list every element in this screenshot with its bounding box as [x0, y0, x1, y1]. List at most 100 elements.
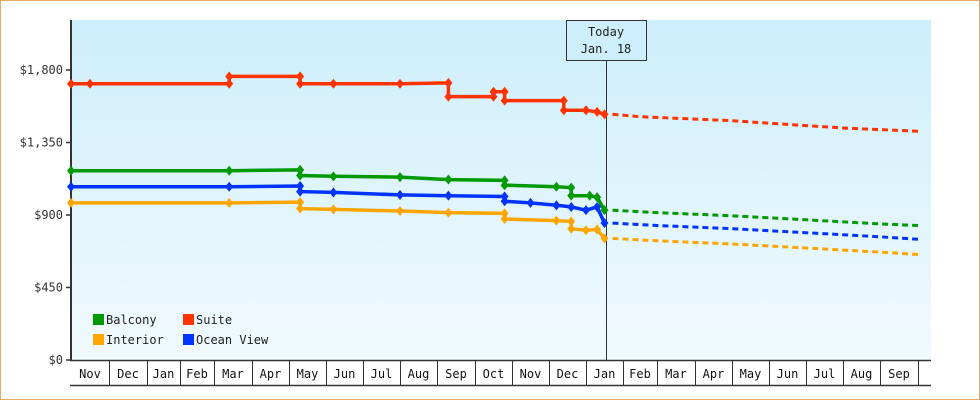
- x-tick-label: Feb: [629, 367, 651, 381]
- data-point[interactable]: [225, 165, 234, 176]
- x-tick-label: Dec: [557, 367, 579, 381]
- data-point[interactable]: [582, 225, 590, 236]
- data-point[interactable]: [225, 71, 234, 82]
- data-point[interactable]: [67, 78, 75, 89]
- projection-line: [612, 208, 919, 227]
- data-point[interactable]: [567, 216, 576, 227]
- data-point[interactable]: [600, 109, 609, 120]
- data-point[interactable]: [567, 182, 576, 193]
- data-point[interactable]: [296, 164, 305, 175]
- data-point[interactable]: [600, 233, 609, 244]
- legend-label: Balcony: [106, 313, 157, 327]
- data-point[interactable]: [296, 181, 305, 191]
- today-label: Today: [588, 25, 624, 39]
- data-point[interactable]: [225, 197, 234, 208]
- data-point[interactable]: [593, 192, 602, 203]
- x-tick-label: Mar: [665, 367, 687, 381]
- today-date: Jan. 18: [581, 42, 632, 56]
- data-point[interactable]: [329, 78, 338, 89]
- data-point[interactable]: [296, 197, 305, 208]
- x-tick-label: May: [297, 367, 319, 381]
- data-point[interactable]: [67, 181, 75, 192]
- y-tick-label: $900: [34, 208, 63, 222]
- data-point[interactable]: [396, 78, 404, 89]
- data-point[interactable]: [444, 207, 453, 218]
- data-point[interactable]: [329, 204, 338, 215]
- x-tick-label: Jan: [153, 367, 175, 381]
- y-tick-label: $0: [49, 353, 63, 367]
- data-point[interactable]: [600, 218, 609, 229]
- data-point[interactable]: [552, 200, 561, 211]
- data-point[interactable]: [593, 224, 602, 235]
- data-point[interactable]: [582, 105, 590, 116]
- data-point[interactable]: [396, 205, 404, 216]
- data-point[interactable]: [444, 77, 453, 88]
- data-point[interactable]: [500, 95, 509, 106]
- data-point[interactable]: [559, 105, 568, 116]
- x-tick-label: Nov: [79, 367, 101, 381]
- data-point[interactable]: [444, 174, 453, 185]
- data-point[interactable]: [86, 78, 94, 89]
- series-ocean-view: [67, 181, 919, 241]
- data-point[interactable]: [500, 214, 509, 225]
- y-tick-label: $1,350: [20, 136, 63, 150]
- projection-line: [612, 236, 919, 256]
- legend-swatch: [183, 334, 194, 345]
- x-tick-label: Jun: [777, 367, 799, 381]
- data-point[interactable]: [552, 215, 561, 226]
- plot-area: [71, 20, 931, 360]
- legend-label: Suite: [196, 313, 232, 327]
- legend-item-interior[interactable]: Interior: [93, 333, 164, 347]
- x-tick-label: Dec: [117, 367, 139, 381]
- data-point[interactable]: [593, 106, 602, 117]
- data-point[interactable]: [296, 170, 305, 181]
- data-point[interactable]: [567, 201, 576, 212]
- data-point[interactable]: [444, 190, 453, 201]
- data-point[interactable]: [500, 86, 509, 97]
- data-point[interactable]: [526, 197, 535, 208]
- legend: Balcony Suite Interior Ocean View: [93, 313, 269, 347]
- data-point[interactable]: [296, 71, 305, 82]
- data-point[interactable]: [593, 201, 602, 212]
- data-point[interactable]: [396, 172, 404, 183]
- legend-item-ocean-view[interactable]: Ocean View: [183, 333, 269, 347]
- data-point[interactable]: [225, 78, 234, 89]
- data-point[interactable]: [582, 205, 590, 216]
- data-point[interactable]: [396, 189, 404, 200]
- x-tick-label: Apr: [260, 367, 282, 381]
- data-point[interactable]: [500, 180, 509, 191]
- data-point[interactable]: [552, 181, 561, 192]
- data-point[interactable]: [489, 86, 498, 97]
- x-axis: Nov Dec Jan Feb Mar Apr May Jun Jul Aug Sep Oct Nov D…: [70, 359, 931, 387]
- projection-line: [612, 221, 919, 241]
- legend-item-balcony[interactable]: Balcony: [93, 313, 157, 327]
- data-point[interactable]: [225, 181, 234, 192]
- data-point[interactable]: [296, 203, 305, 214]
- data-point[interactable]: [296, 78, 305, 89]
- data-point[interactable]: [444, 91, 453, 102]
- data-point[interactable]: [67, 165, 75, 176]
- data-point[interactable]: [567, 190, 576, 201]
- x-tick-label: Mar: [222, 367, 244, 381]
- data-point[interactable]: [500, 208, 509, 219]
- y-tick-label: $450: [34, 281, 63, 295]
- x-tick-label: Aug: [408, 367, 430, 381]
- x-tick-label: Jul: [814, 367, 836, 381]
- data-point[interactable]: [567, 223, 576, 234]
- legend-item-suite[interactable]: Suite: [183, 313, 232, 327]
- data-point[interactable]: [600, 205, 609, 216]
- series-interior: [67, 197, 919, 256]
- data-point[interactable]: [329, 171, 338, 182]
- x-tick-label: Apr: [703, 367, 725, 381]
- projection-line: [612, 112, 919, 133]
- data-point[interactable]: [500, 196, 509, 207]
- data-point[interactable]: [585, 190, 594, 201]
- x-tick-label: Nov: [520, 367, 542, 381]
- data-point[interactable]: [296, 186, 305, 197]
- data-point[interactable]: [559, 95, 568, 106]
- x-tick-label: Oct: [483, 367, 505, 381]
- data-point[interactable]: [329, 187, 338, 198]
- x-tick-label: May: [740, 367, 762, 381]
- data-point[interactable]: [67, 197, 75, 208]
